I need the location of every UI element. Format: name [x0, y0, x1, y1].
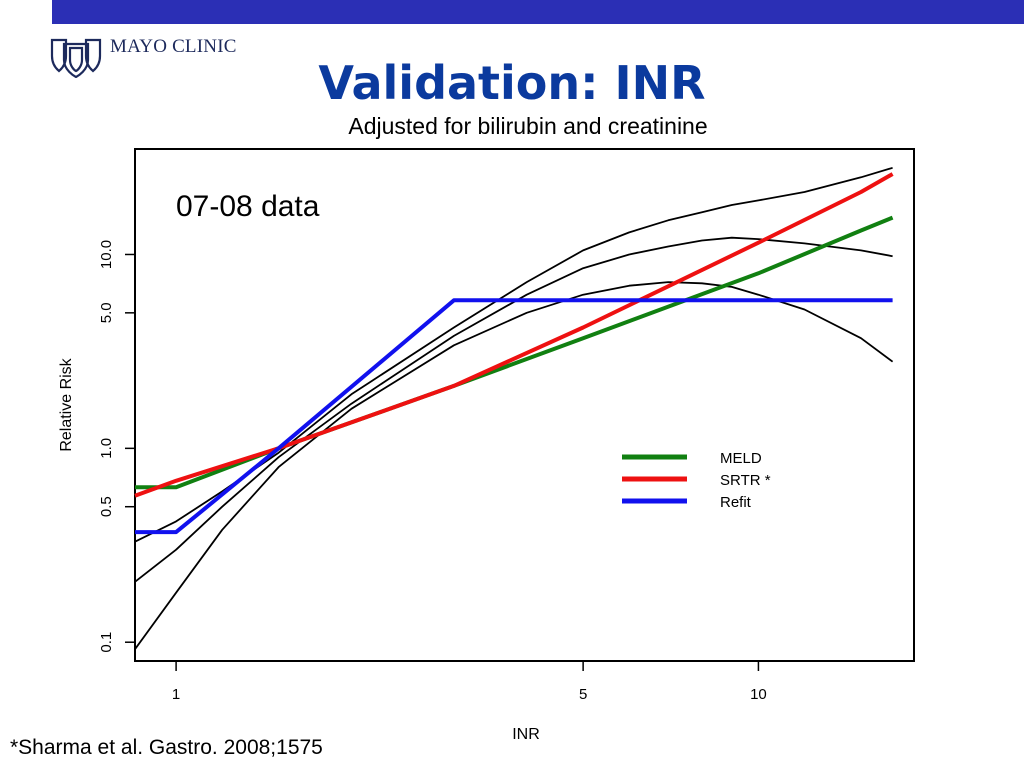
series-line-2: [135, 298, 893, 535]
series-line-1: [134, 172, 894, 498]
curve-fitted: [134, 236, 893, 583]
mayo-shield-icon: [50, 38, 102, 78]
series-lines: [134, 172, 894, 535]
logo-text: MAYO CLINIC: [110, 36, 237, 57]
x-tick-label: 10: [750, 686, 767, 703]
legend-label: MELD: [720, 450, 762, 467]
chart-annotation: 07-08 data: [176, 190, 320, 223]
curve-lower: [134, 281, 894, 650]
slide-title: Validation: INR: [318, 56, 706, 110]
x-axis: 1 5 10: [172, 660, 767, 703]
x-tick-label: 5: [579, 686, 587, 703]
x-axis-label: INR: [512, 726, 540, 743]
mayo-clinic-logo: MAYO CLINIC: [50, 36, 237, 78]
footnote: *Sharma et al. Gastro. 2008;1575: [10, 736, 323, 759]
series-line-0: [135, 215, 894, 490]
y-tick-label: 1.0: [98, 438, 115, 459]
confidence-curves: [134, 166, 894, 650]
y-tick-label: 5.0: [98, 302, 115, 323]
y-axis: 0.1 0.5 1.0 5.0 10.0: [98, 240, 136, 653]
curve-upper: [134, 166, 893, 543]
y-axis-label: Relative Risk: [58, 357, 75, 451]
legend: MELD SRTR * Refit: [622, 450, 771, 511]
header-bar: [52, 0, 1024, 24]
y-tick-label: 0.1: [98, 632, 115, 653]
y-tick-label: 10.0: [98, 240, 115, 269]
plot-area: [134, 148, 915, 662]
legend-label: Refit: [720, 494, 752, 511]
x-tick-label: 1: [172, 686, 180, 703]
legend-label: SRTR *: [720, 472, 771, 489]
y-tick-label: 0.5: [98, 496, 115, 517]
chart-title: Adjusted for bilirubin and creatinine: [348, 113, 707, 139]
